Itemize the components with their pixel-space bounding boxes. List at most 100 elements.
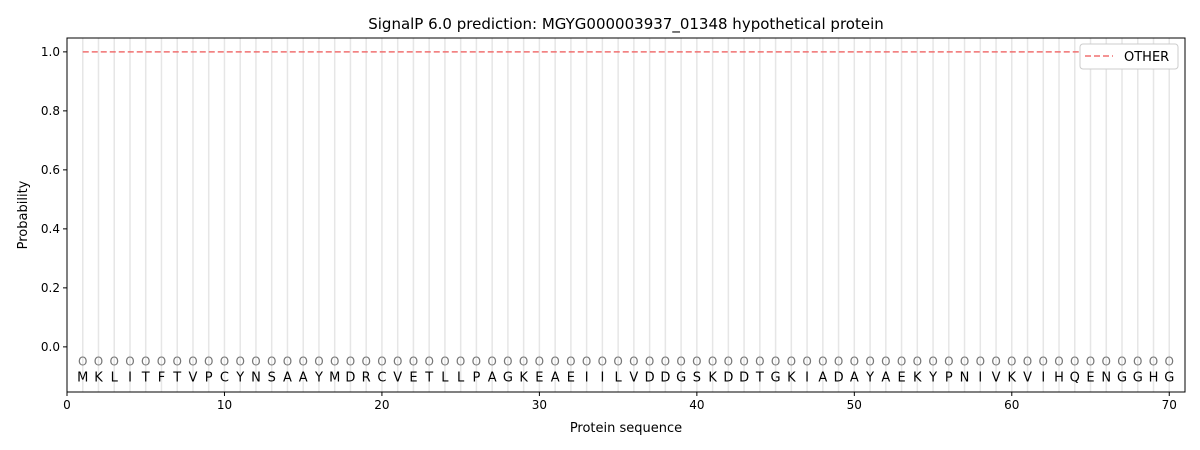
legend-box xyxy=(1079,43,1179,70)
predicted-label-mark: O xyxy=(393,355,402,369)
residue-label: D xyxy=(660,370,670,385)
residue-label: G xyxy=(771,370,781,385)
residue-label: L xyxy=(615,370,623,385)
predicted-label-mark: O xyxy=(409,355,418,369)
residue-label: V xyxy=(189,370,198,385)
residue-label: A xyxy=(488,370,497,385)
predicted-label-mark: O xyxy=(739,355,748,369)
residue-label: I xyxy=(128,370,132,385)
residue-label: E xyxy=(897,370,905,385)
residue-label: T xyxy=(755,370,764,385)
predicted-label-mark: O xyxy=(157,355,166,369)
predicted-label-mark: O xyxy=(1117,355,1126,369)
residue-label: I xyxy=(600,370,604,385)
predicted-label-mark: O xyxy=(991,355,1000,369)
predicted-label-mark: O xyxy=(188,355,197,369)
residue-label: G xyxy=(1117,370,1127,385)
residue-label: T xyxy=(424,370,433,385)
predicted-label-mark: O xyxy=(598,355,607,369)
predicted-label-mark: O xyxy=(724,355,733,369)
predicted-label-mark: O xyxy=(755,355,764,369)
residue-label: G xyxy=(1133,370,1143,385)
predicted-label-mark: O xyxy=(298,355,307,369)
predicted-label-mark: O xyxy=(1102,355,1111,369)
residue-label: Q xyxy=(1070,370,1080,385)
predicted-label-mark: O xyxy=(519,355,528,369)
residue-label: I xyxy=(1041,370,1045,385)
predicted-label-mark: O xyxy=(1054,355,1063,369)
y-tick-label: 0.0 xyxy=(41,340,60,354)
predicted-label-mark: O xyxy=(314,355,323,369)
residue-label: A xyxy=(818,370,827,385)
predicted-label-mark: O xyxy=(676,355,685,369)
x-axis-label: Protein sequence xyxy=(570,421,682,436)
predicted-label-mark: O xyxy=(613,355,622,369)
predicted-label-mark: O xyxy=(235,355,244,369)
predicted-label-mark: O xyxy=(692,355,701,369)
predicted-label-mark: O xyxy=(283,355,292,369)
residue-label: F xyxy=(158,370,165,385)
residue-label: Y xyxy=(235,370,244,385)
plot-frame xyxy=(66,37,1186,393)
residue-label: Y xyxy=(865,370,874,385)
predicted-label-mark: O xyxy=(913,355,922,369)
predicted-label-mark: O xyxy=(865,355,874,369)
residue-label: H xyxy=(1149,370,1159,385)
residue-label: C xyxy=(377,370,386,385)
residue-label: C xyxy=(220,370,229,385)
predicted-label-mark: O xyxy=(503,355,512,369)
predicted-label-mark: O xyxy=(787,355,796,369)
predicted-label-mark: O xyxy=(708,355,717,369)
residue-label: I xyxy=(978,370,982,385)
residue-label: D xyxy=(345,370,355,385)
predicted-label-mark: O xyxy=(361,355,370,369)
residue-label: D xyxy=(834,370,844,385)
residue-label: E xyxy=(535,370,543,385)
predicted-label-mark: O xyxy=(771,355,780,369)
predicted-label-mark: O xyxy=(1007,355,1016,369)
residue-label: M xyxy=(77,370,88,385)
residue-label: M xyxy=(329,370,340,385)
predicted-label-mark: O xyxy=(629,355,638,369)
residue-label: K xyxy=(708,370,717,385)
predicted-label-mark: O xyxy=(78,355,87,369)
predicted-label-mark: O xyxy=(220,355,229,369)
predicted-label-mark: O xyxy=(110,355,119,369)
residue-label: A xyxy=(551,370,560,385)
predicted-label-mark: O xyxy=(204,355,213,369)
residue-label: G xyxy=(676,370,686,385)
residue-label: E xyxy=(567,370,575,385)
residue-label: D xyxy=(723,370,733,385)
residue-label: V xyxy=(992,370,1001,385)
x-tick-label: 70 xyxy=(1162,398,1177,412)
legend-label-other: OTHER xyxy=(1124,50,1169,65)
predicted-label-mark: O xyxy=(424,355,433,369)
predicted-label-mark: O xyxy=(802,355,811,369)
residue-label: E xyxy=(1086,370,1094,385)
predicted-label-mark: O xyxy=(472,355,481,369)
x-tick-label: 60 xyxy=(1004,398,1019,412)
residue-label: L xyxy=(457,370,465,385)
predicted-label-mark: O xyxy=(440,355,449,369)
residue-label: S xyxy=(268,370,276,385)
predicted-label-mark: O xyxy=(487,355,496,369)
predicted-label-mark: O xyxy=(850,355,859,369)
residue-label: N xyxy=(251,370,261,385)
y-tick-label: 0.4 xyxy=(41,222,60,236)
predicted-label-mark: O xyxy=(566,355,575,369)
residue-label: V xyxy=(1023,370,1032,385)
residue-label: R xyxy=(362,370,371,385)
predicted-label-mark: O xyxy=(141,355,150,369)
residue-label: G xyxy=(1164,370,1174,385)
predicted-label-mark: O xyxy=(582,355,591,369)
residue-label: I xyxy=(805,370,809,385)
residue-label: Y xyxy=(314,370,323,385)
predicted-label-mark: O xyxy=(267,355,276,369)
residue-label: A xyxy=(299,370,308,385)
predicted-label-mark: O xyxy=(535,355,544,369)
residue-label: S xyxy=(693,370,701,385)
predicted-label-mark: O xyxy=(172,355,181,369)
chart-title: SignalP 6.0 prediction: MGYG000003937_01… xyxy=(368,15,884,34)
residue-label: G xyxy=(503,370,513,385)
